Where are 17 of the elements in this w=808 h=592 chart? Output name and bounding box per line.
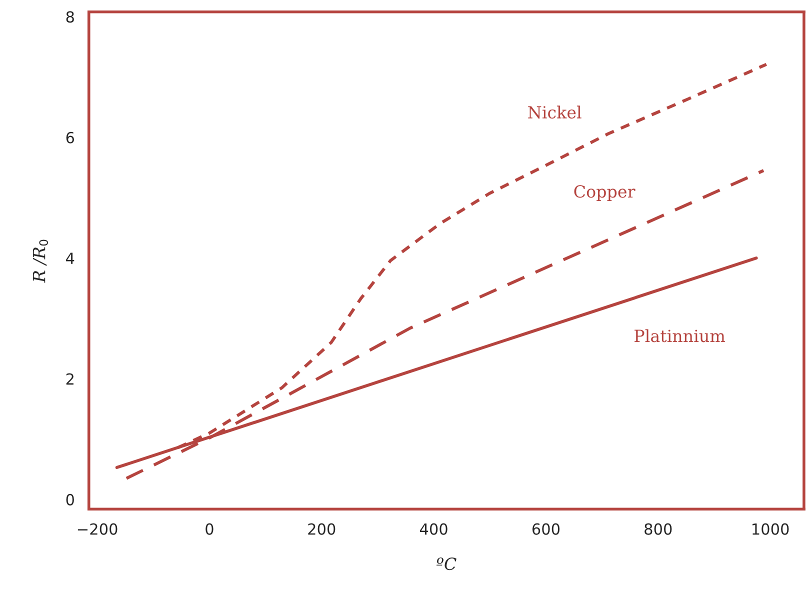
series-label: Nickel [528,106,582,119]
y-tick-label: 8 [66,11,74,23]
y-tick-label: 4 [66,252,74,264]
y-tick-label: 6 [66,132,74,144]
series-label: Copper [574,185,636,202]
y-axis-title: R /R$_{0}$ [32,240,48,283]
x-tick-label: 600 [532,523,560,535]
series-label: Platinnium [634,329,726,342]
x-tick-label: 800 [644,523,672,535]
y-tick-label: 2 [66,373,74,385]
x-axis-title: ºC [436,558,456,570]
x-tick-label: −200 [78,523,118,535]
x-tick-label: 0 [206,523,214,535]
x-tick-label: 400 [420,523,448,535]
x-tick-label: 200 [308,523,336,535]
x-tick-label: 1000 [752,523,789,535]
y-tick-label: 0 [66,494,74,506]
